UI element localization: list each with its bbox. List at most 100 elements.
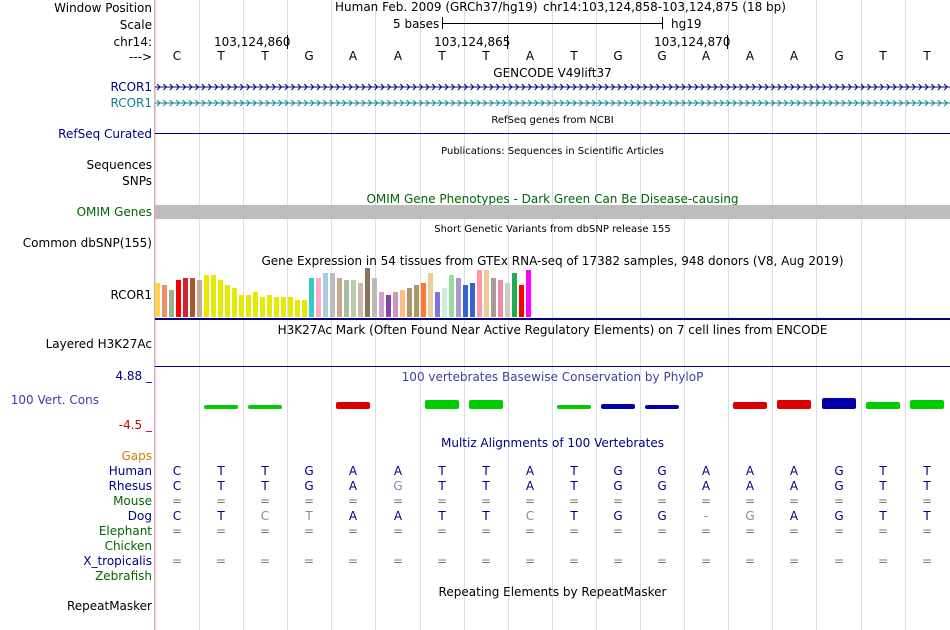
gtex-tissue-bar[interactable] (505, 283, 510, 317)
gtex-tissue-bar[interactable] (456, 278, 461, 317)
rhesus-label[interactable]: Rhesus (108, 479, 152, 493)
gtex-tissue-bar[interactable] (414, 285, 419, 317)
gtex-tissue-bar[interactable] (225, 285, 230, 317)
gtex-tissue-bar[interactable] (204, 275, 209, 317)
gridline (287, 0, 288, 630)
omim-track-title: OMIM Gene Phenotypes - Dark Green Can Be… (366, 192, 739, 206)
alignment-elephant-row[interactable]: = = = = = = = = = = = = = = = = = = (155, 524, 950, 538)
gtex-tissue-bar[interactable] (232, 288, 237, 317)
dog-label[interactable]: Dog (127, 509, 152, 523)
gtex-tissue-bar[interactable] (295, 300, 300, 317)
gridline (816, 0, 817, 630)
sequence-base: T (923, 49, 931, 63)
strand-chevron (943, 99, 948, 107)
gtex-rcor1-label[interactable]: RCOR1 (110, 288, 152, 302)
layered-h3k27ac-label[interactable]: Layered H3K27Ac (45, 337, 152, 351)
gtex-tissue-bar[interactable] (421, 283, 426, 317)
gtex-tissue-bar[interactable] (274, 297, 279, 317)
gtex-tissue-bar[interactable] (484, 270, 489, 317)
snps-label[interactable]: SNPs (122, 174, 152, 188)
tracks-area[interactable]: Human Feb. 2009 (GRCh37/hg19) chr14:103,… (155, 0, 950, 630)
refseq-feature[interactable] (155, 133, 950, 134)
strand-chevron (854, 99, 859, 107)
gtex-tissue-bar[interactable] (267, 295, 272, 317)
human-base: T (923, 464, 931, 478)
gtex-tissue-bar[interactable] (183, 278, 188, 317)
elephant-label[interactable]: Elephant (98, 524, 152, 538)
gtex-tissue-bar[interactable] (281, 297, 286, 317)
conservation-logo-row[interactable] (155, 395, 950, 415)
gtex-tissue-bar[interactable] (449, 275, 454, 317)
gtex-tissue-bar[interactable] (337, 278, 342, 317)
rcor1-gencode-feature[interactable] (155, 81, 950, 93)
human-label[interactable]: Human (108, 464, 152, 478)
gtex-tissue-bar[interactable] (407, 288, 412, 317)
omim-feature[interactable] (155, 205, 950, 219)
gtex-tissue-bar[interactable] (197, 280, 202, 317)
gtex-tissue-bar[interactable] (309, 278, 314, 317)
gtex-tissue-bar[interactable] (386, 295, 391, 317)
gtex-tissue-bar[interactable] (344, 280, 349, 317)
rcor1-gencode-label[interactable]: RCOR1 (110, 80, 152, 94)
gtex-tissue-bar[interactable] (512, 273, 517, 317)
gtex-tissue-bar[interactable] (169, 290, 174, 317)
gtex-tissue-bar[interactable] (491, 278, 496, 317)
strand-chevron (572, 99, 577, 107)
omim-genes-label[interactable]: OMIM Genes (76, 205, 152, 219)
gtex-tissue-bar[interactable] (330, 273, 335, 317)
strand-chevron (662, 99, 667, 107)
gtex-tissue-bar[interactable] (372, 278, 377, 317)
gtex-tissue-bar[interactable] (176, 280, 181, 317)
gtex-tissue-bar[interactable] (470, 283, 475, 317)
xtropicalis-base: = (568, 554, 580, 568)
gtex-tissue-bar[interactable] (477, 270, 482, 317)
gtex-tissue-bar[interactable] (302, 300, 307, 317)
rcor1-gencode-alt-feature[interactable] (155, 97, 950, 109)
gtex-tissue-bar[interactable] (211, 275, 216, 317)
strand-chevron (649, 99, 654, 107)
gtex-tissue-bar[interactable] (393, 292, 398, 317)
gtex-tissue-bar[interactable] (498, 280, 503, 317)
gtex-tissue-bar[interactable] (463, 285, 468, 317)
gtex-tissue-bar[interactable] (260, 297, 265, 317)
gtex-tissue-bar[interactable] (253, 292, 258, 317)
gtex-tissue-bar[interactable] (442, 288, 447, 317)
gtex-tissue-bar[interactable] (526, 270, 531, 317)
gtex-tissue-bar[interactable] (288, 297, 293, 317)
gtex-tissue-bar[interactable] (379, 292, 384, 317)
gtex-tissue-bar[interactable] (190, 278, 195, 317)
sequences-label[interactable]: Sequences (86, 158, 152, 172)
gtex-tissue-bar[interactable] (323, 273, 328, 317)
gtex-tissue-bar[interactable] (162, 285, 167, 317)
gtex-tissue-bar[interactable] (155, 283, 160, 317)
gtex-tissue-bar[interactable] (365, 268, 370, 317)
rcor1-gencode-alt-label[interactable]: RCOR1 (110, 96, 152, 110)
gtex-tissue-bar[interactable] (519, 285, 524, 317)
gtex-tissue-bar[interactable] (400, 290, 405, 317)
gtex-tissue-bar[interactable] (218, 280, 223, 317)
gtex-tissue-bar[interactable] (316, 278, 321, 317)
strand-chevron (463, 83, 468, 91)
zebrafish-label[interactable]: Zebrafish (95, 569, 152, 583)
gtex-tissue-bar[interactable] (239, 295, 244, 317)
chicken-label[interactable]: Chicken (104, 539, 152, 553)
gtex-tissue-bar[interactable] (428, 273, 433, 317)
alignment-xtropicalis-row[interactable]: = = = = = = = = = = = = = = = = = = (155, 554, 950, 568)
refseq-curated-label[interactable]: RefSeq Curated (58, 127, 152, 141)
gtex-tissue-bar[interactable] (435, 292, 440, 317)
xtropicalis-label[interactable]: X_tropicalis (83, 554, 152, 568)
mouse-base: = (215, 494, 227, 508)
common-dbsnp-label[interactable]: Common dbSNP(155) (22, 236, 152, 250)
alignment-mouse-row[interactable]: = = = = = = = = = = = = = = = = = = (155, 494, 950, 508)
strand-chevron (220, 83, 225, 91)
vert-cons-label[interactable]: 100 Vert. Cons (10, 393, 99, 407)
gtex-bar-chart[interactable] (155, 268, 535, 317)
repeatmasker-label[interactable]: RepeatMasker (66, 599, 152, 613)
mouse-label[interactable]: Mouse (113, 494, 152, 508)
gtex-tissue-bar[interactable] (351, 280, 356, 317)
gtex-tissue-bar[interactable] (358, 283, 363, 317)
gtex-tissue-bar[interactable] (246, 295, 251, 317)
